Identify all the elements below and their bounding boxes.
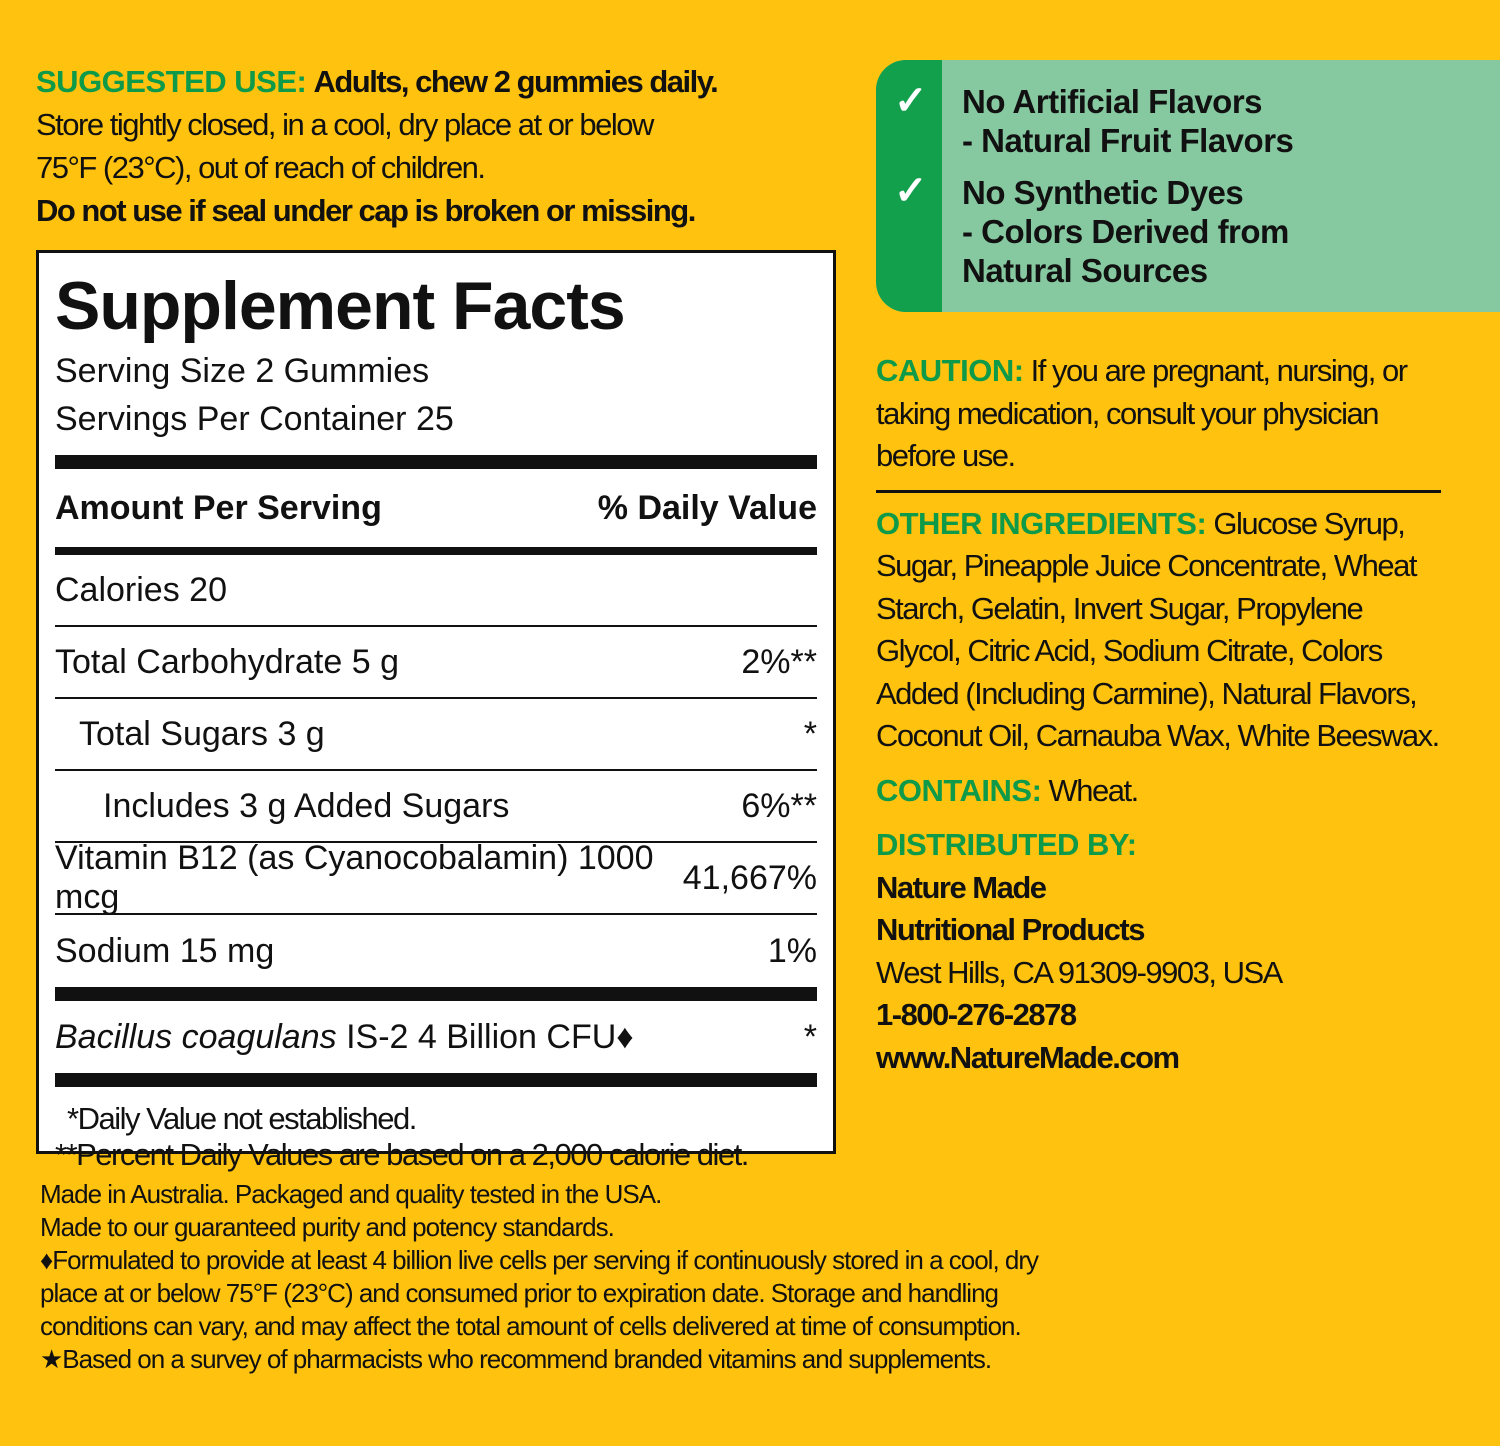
storage: Store tightly closed, in a cool, dry pla…: [36, 107, 654, 185]
divider: [55, 987, 817, 1001]
note: Made to our guaranteed purity and potenc…: [40, 1212, 615, 1242]
divider: [55, 455, 817, 469]
facts-title: Supplement Facts: [55, 268, 626, 344]
probiotic-amount: IS-2 4 Billion CFU♦: [336, 1017, 634, 1056]
suggested-use: SUGGESTED USE: Adults, chew 2 gummies da…: [36, 60, 836, 232]
website-link: www.NatureMade.com: [876, 1039, 1180, 1075]
servings-per-container: Servings Per Container 25: [55, 400, 454, 438]
nutrient-dv: 1%: [767, 931, 817, 970]
nutrient-name: Total Carbohydrate 5 g: [55, 642, 399, 681]
nutrient-name: Total Sugars 3 g: [79, 714, 325, 753]
dv-header: % Daily Value: [597, 488, 817, 527]
claim-text: No Artificial Flavors: [962, 83, 1263, 120]
nutrient-name: Includes 3 g Added Sugars: [103, 786, 510, 825]
nutrient-row: Total Sugars 3 g *: [55, 699, 817, 771]
panel-bar: [876, 60, 942, 312]
divider: [55, 1073, 817, 1087]
footnote: *Daily Value not established.: [67, 1101, 417, 1136]
caution-text: If you are pregnant, nursing, or taking …: [876, 353, 1408, 473]
nutrient-dv: 41,667%: [682, 858, 817, 897]
directions: Adults, chew 2 gummies daily.: [313, 64, 718, 99]
probiotic-row: Bacillus coagulans IS-2 4 Billion CFU♦ *: [55, 1001, 817, 1073]
seal-warning: Do not use if seal under cap is broken o…: [36, 193, 696, 228]
bottom-notes: Made in Australia. Packaged and quality …: [40, 1178, 1080, 1376]
note: ★Based on a survey of pharmacists who re…: [40, 1344, 992, 1374]
nutrient-row: Calories 20: [55, 555, 817, 627]
divider: [55, 547, 817, 555]
caution-label: CAUTION:: [876, 353, 1024, 388]
amount-header: Amount Per Serving: [55, 488, 382, 527]
caution: CAUTION: If you are pregnant, nursing, o…: [876, 350, 1441, 478]
note: ♦Formulated to provide at least 4 billio…: [40, 1245, 1039, 1341]
note: Made in Australia. Packaged and quality …: [40, 1179, 662, 1209]
contains-label: CONTAINS:: [876, 772, 1042, 808]
nutrient-name: Vitamin B12 (as Cyanocobalamin) 1000 mcg: [55, 839, 654, 916]
claim-text: No Synthetic Dyes: [962, 174, 1244, 211]
distributor-address: West Hills, CA 91309-9903, USA: [876, 954, 1283, 990]
claim-text: - Natural Fruit Flavors: [962, 122, 1294, 159]
ingredients-label: OTHER INGREDIENTS:: [876, 505, 1207, 541]
right-column: CAUTION: If you are pregnant, nursing, o…: [876, 350, 1441, 1079]
nutrient-name: Sodium 15 mg: [55, 931, 275, 970]
ingredients: OTHER INGREDIENTS: Glucose Syrup, Sugar,…: [876, 503, 1441, 758]
claim-text: Natural Sources: [962, 252, 1208, 289]
contains: CONTAINS: Wheat.: [876, 770, 1441, 813]
footnote: **Percent Daily Values are based on a 2,…: [55, 1137, 749, 1172]
nutrient-row: Vitamin B12 (as Cyanocobalamin) 1000 mcg…: [55, 839, 817, 916]
probiotic-name: Bacillus coagulans: [55, 1017, 337, 1056]
nutrient-row: Sodium 15 mg 1%: [55, 915, 817, 987]
nutrient-dv: 2%**: [741, 642, 817, 681]
nutrient-row: Total Carbohydrate 5 g 2%**: [55, 627, 817, 699]
distributor-name: Nutritional Products: [876, 912, 1145, 947]
probiotic-dv: *: [803, 1017, 817, 1056]
supplement-facts-panel: Supplement Facts Serving Size 2 Gummies …: [36, 250, 836, 1172]
nutrient-dv: 6%**: [741, 786, 817, 825]
nutrient-dv: *: [803, 714, 817, 753]
suggested-use-label: SUGGESTED USE:: [36, 64, 307, 99]
phone-number: 1-800-276-2878: [876, 997, 1077, 1032]
claims-panel: ✓ No Artificial Flavors - Natural Fruit F…: [876, 60, 1500, 312]
checkmark-icon: ✓: [894, 79, 928, 123]
serving-size: Serving Size 2 Gummies: [55, 352, 430, 390]
claim-text: - Colors Derived from: [962, 213, 1289, 250]
nutrient-name: Calories 20: [55, 570, 227, 609]
facts-header: Amount Per Serving % Daily Value: [55, 469, 817, 547]
contains-text: Wheat.: [1041, 772, 1140, 808]
divider: [876, 489, 1441, 493]
distributor-label: DISTRIBUTED BY:: [876, 827, 1137, 862]
distributor-name: Nature Made: [876, 869, 1047, 905]
nutrient-row: Includes 3 g Added Sugars 6%**: [55, 771, 817, 843]
ingredients-text: Glucose Syrup, Sugar, Pineapple Juice Co…: [876, 505, 1440, 754]
checkmark-icon: ✓: [894, 169, 928, 213]
